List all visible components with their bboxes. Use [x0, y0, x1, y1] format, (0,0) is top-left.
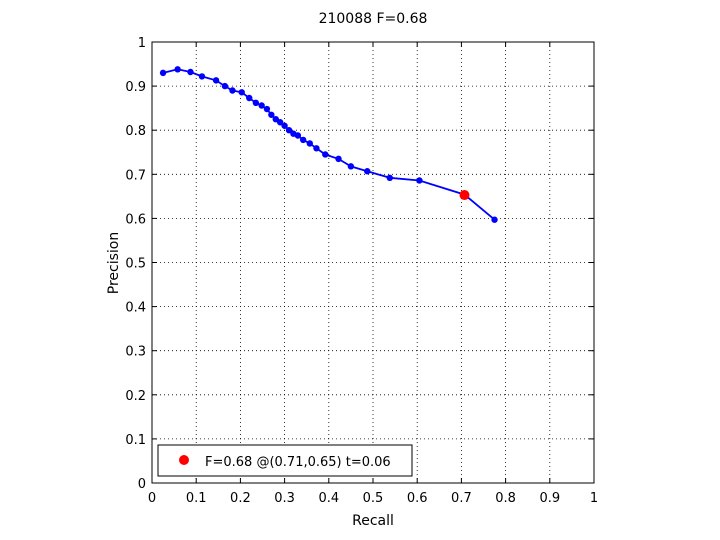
tick-marks [151, 41, 595, 484]
grid-lines [152, 42, 594, 483]
series-point [281, 122, 288, 129]
series-point [322, 151, 329, 158]
series-point [299, 136, 307, 144]
series-point [174, 66, 181, 73]
series-point [335, 155, 342, 163]
series-point [386, 174, 393, 182]
y-tick-label: 0.4 [125, 301, 146, 316]
chart-title: 210088 F=0.68 [319, 11, 428, 27]
x-tick-label: 1 [590, 491, 598, 506]
x-axis-label: Recall [352, 513, 394, 529]
x-tick-label: 0.7 [451, 491, 472, 506]
series-point [221, 82, 229, 90]
y-tick-label: 0.7 [125, 168, 146, 183]
y-tick-labels: 0 0.1 0.2 0.3 0.4 0.5 0.6 0.7 0.8 0.9 1 [125, 36, 146, 492]
x-tick-label: 0.5 [363, 491, 384, 506]
y-tick-label: 0.6 [125, 212, 146, 227]
series-point [294, 132, 302, 139]
series-point [263, 105, 271, 113]
x-tick-label: 0.9 [539, 491, 560, 506]
legend-label: F=0.68 @(0.71,0.65) t=0.06 [205, 455, 391, 470]
legend: F=0.68 @(0.71,0.65) t=0.06 [157, 444, 413, 477]
series-point [159, 69, 167, 77]
y-tick-label: 0.3 [125, 345, 146, 360]
series-layer [159, 66, 498, 223]
series-point [268, 111, 275, 118]
series-point [252, 99, 260, 107]
series-point [364, 168, 371, 175]
series-point [212, 77, 220, 84]
series-point [276, 119, 284, 126]
y-tick-label: 0.8 [125, 124, 146, 139]
x-tick-label: 0.4 [318, 491, 339, 506]
legend-box [157, 444, 413, 477]
y-tick-label: 0 [138, 477, 146, 492]
x-tick-label: 0.2 [230, 491, 251, 506]
series-point [246, 94, 253, 102]
x-tick-label: 0 [148, 491, 156, 506]
y-tick-label: 1 [138, 36, 146, 51]
series-point [187, 68, 194, 76]
x-tick-label: 0.6 [407, 491, 428, 506]
series-point [258, 102, 265, 109]
series-point [313, 145, 320, 152]
x-tick-labels: 0 0.1 0.2 0.3 0.4 0.5 0.6 0.7 0.8 0.9 1 [148, 491, 598, 506]
series-point [198, 73, 206, 80]
y-tick-label: 0.5 [125, 257, 146, 272]
y-axis-label: Precision [106, 232, 122, 294]
series-point [285, 127, 293, 134]
series-point [238, 89, 245, 96]
x-tick-label: 0.1 [186, 491, 207, 506]
legend-marker [179, 455, 189, 465]
series-point [491, 216, 498, 223]
x-tick-label: 0.3 [274, 491, 295, 506]
series-point [347, 163, 355, 170]
y-tick-label: 0.9 [125, 80, 146, 95]
series-point [416, 177, 423, 184]
highlight-layer [459, 190, 470, 201]
series-point [229, 87, 236, 94]
y-tick-label: 0.1 [125, 433, 146, 448]
best-f-point [459, 190, 470, 201]
series-point [306, 140, 313, 147]
y-tick-label: 0.2 [125, 389, 146, 404]
x-tick-label: 0.8 [495, 491, 516, 506]
